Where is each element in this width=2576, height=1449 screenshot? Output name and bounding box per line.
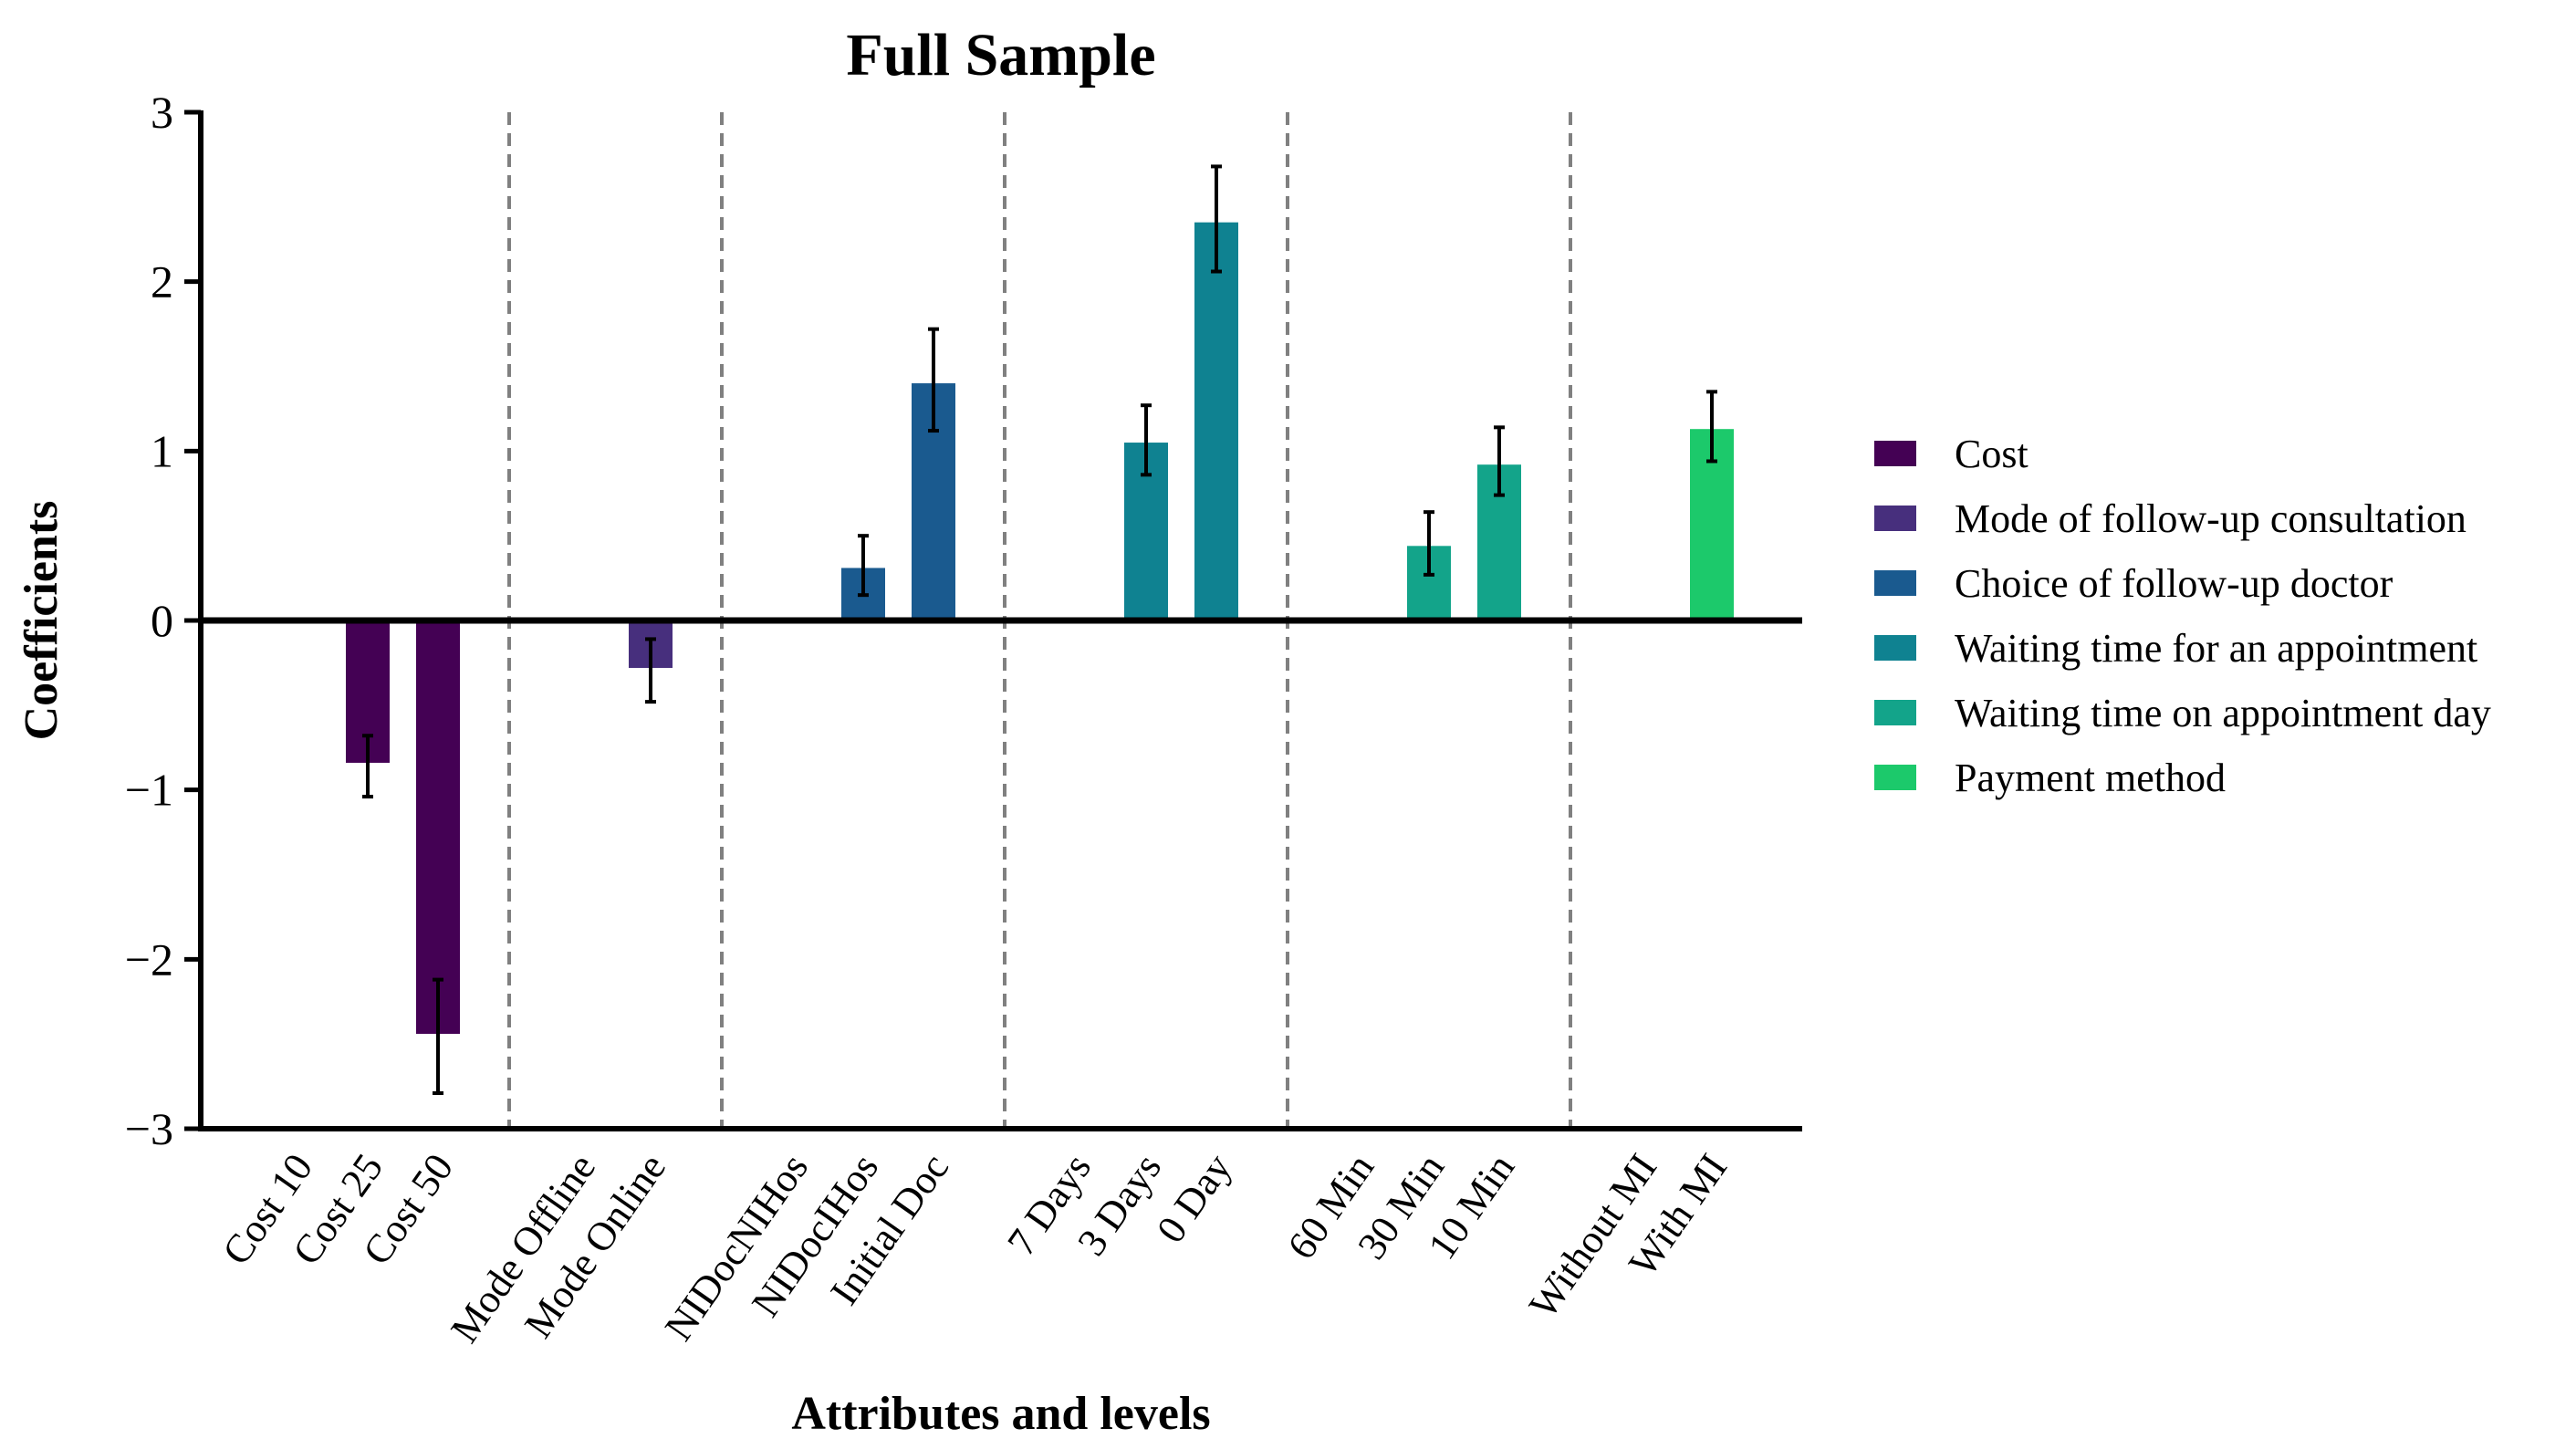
legend-swatch xyxy=(1874,765,1916,790)
y-tick-label: −2 xyxy=(125,933,173,985)
bar xyxy=(1194,222,1238,620)
y-tick-label: 1 xyxy=(151,425,173,476)
y-tick-label: 2 xyxy=(151,256,173,308)
legend: Cost Mode of follow-up consultation Choice… xyxy=(1874,432,2491,800)
legend-swatch xyxy=(1874,570,1916,596)
x-tick-label: 0 Day xyxy=(1148,1146,1240,1251)
legend-label: Payment method xyxy=(1955,756,2226,800)
legend-label: Mode of follow-up consultation xyxy=(1955,496,2466,541)
y-tick-label: 0 xyxy=(151,595,173,646)
legend-label: Waiting time on appointment day xyxy=(1955,691,2491,735)
x-axis-label: Attributes and levels xyxy=(791,1388,1210,1440)
y-tick-label: −1 xyxy=(125,765,173,816)
y-axis-label: Coefficients xyxy=(16,501,68,741)
legend-swatch xyxy=(1874,441,1916,466)
legend-swatch xyxy=(1874,635,1916,661)
legend-label: Choice of follow-up doctor xyxy=(1955,561,2393,606)
bar xyxy=(416,620,460,1035)
legend-swatch xyxy=(1874,506,1916,531)
legend-label: Cost xyxy=(1955,432,2028,476)
legend-label: Waiting time for an appointment xyxy=(1955,626,2477,671)
y-tick-label: −3 xyxy=(125,1103,173,1154)
chart-title: Full Sample xyxy=(846,22,1155,89)
legend-swatch xyxy=(1874,700,1916,725)
y-tick-label: 3 xyxy=(151,87,173,138)
